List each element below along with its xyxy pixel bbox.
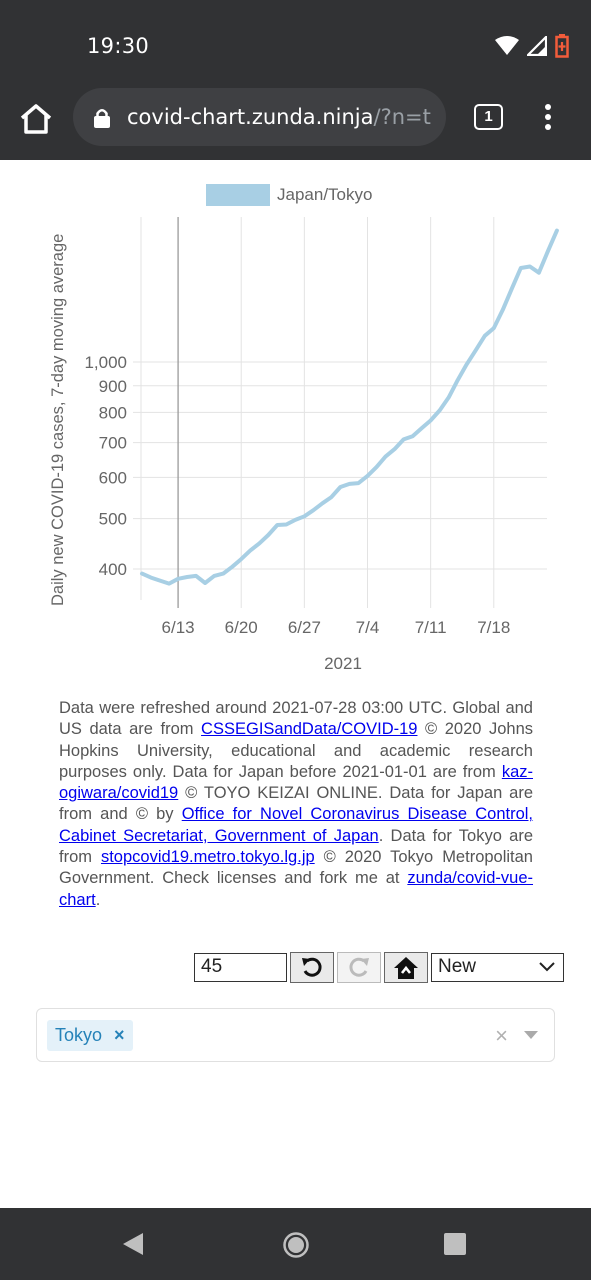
- series-japan-tokyo: [140, 228, 559, 586]
- cases-chart: 400 500 600 700 800 900 1,000 6/13 6/20 6/27 7/4 7/…: [49, 184, 559, 673]
- notes-text-6: .: [95, 890, 101, 909]
- x-tick-label: 7/18: [477, 618, 510, 637]
- x-tick-label: 6/27: [288, 618, 321, 637]
- link-covid-vue-chart[interactable]: zunda/covid-vue-chart: [59, 869, 533, 909]
- url-path: /?n=t: [373, 105, 431, 129]
- undo-button[interactable]: [290, 952, 334, 983]
- link-jhu-data[interactable]: CSSEGISandData/COVID-19: [201, 720, 418, 739]
- link-kaz-ogiwara[interactable]: kaz-ogiwara/covid19: [59, 762, 533, 803]
- redo-button[interactable]: [337, 952, 381, 983]
- x-tick-label: 6/20: [225, 618, 258, 637]
- y-tick-label: 400: [99, 560, 127, 579]
- chart-grid: [133, 217, 547, 608]
- url-bar[interactable]: covid-chart.zunda.ninja/?n=t: [73, 88, 446, 146]
- undo-icon: [302, 957, 322, 977]
- browser-toolbar: covid-chart.zunda.ninja/?n=t: [0, 86, 591, 160]
- notes-text-3: © TOYO KEIZAI ONLINE. Data for Japan are…: [59, 784, 533, 824]
- signal-icon: [527, 36, 547, 56]
- region-tag-label: Tokyo: [55, 1025, 103, 1045]
- legend-label[interactable]: Japan/Tokyo: [277, 185, 372, 204]
- link-cabinet-secretariat[interactable]: Office for Novel Coronavirus Disease Con…: [59, 805, 534, 845]
- x-axis-label: 2021: [324, 654, 362, 673]
- back-icon[interactable]: [121, 1232, 145, 1256]
- notes-text-4: . Data for Tokyo are from: [59, 826, 533, 867]
- home-icon[interactable]: [18, 101, 54, 137]
- region-tag-tokyo[interactable]: Tokyo ×: [47, 1020, 133, 1051]
- legend-swatch[interactable]: [206, 184, 270, 206]
- y-tick-label: 900: [99, 377, 127, 396]
- status-bar: 19:30: [0, 0, 591, 86]
- days-input[interactable]: 45: [194, 953, 287, 982]
- y-tick-label: 700: [99, 434, 127, 453]
- more-menu-icon[interactable]: [538, 102, 558, 132]
- status-time: 19:30: [87, 34, 150, 58]
- url-domain: covid-chart.zunda.ninja: [127, 105, 374, 129]
- battery-icon: [555, 34, 569, 58]
- tab-switcher-button[interactable]: 1: [474, 104, 503, 130]
- home-icon: [394, 956, 418, 979]
- system-nav-bar: [0, 1208, 591, 1280]
- remove-tag-icon[interactable]: ×: [114, 1025, 125, 1045]
- link-stopcovid19[interactable]: stopcovid19.metro.tokyo.lg.jp: [100, 848, 315, 867]
- url-text: covid-chart.zunda.ninja/?n=t: [127, 105, 431, 129]
- region-multiselect[interactable]: Tokyo × ×: [36, 1008, 555, 1062]
- wifi-icon: [495, 36, 519, 55]
- x-tick-label: 7/11: [415, 618, 447, 637]
- y-axis-label: Daily new COVID-19 cases, 7-day moving a…: [49, 234, 67, 606]
- notes-text-1: Data were refreshed around 2021-07-28 03…: [59, 699, 533, 739]
- x-tick-label: 7/4: [356, 618, 380, 637]
- y-tick-label: 1,000: [84, 353, 127, 372]
- y-tick-label: 500: [99, 510, 127, 529]
- mode-select-value: New: [438, 956, 477, 977]
- notes-text-2: © 2020 Johns Hopkins University, educati…: [59, 720, 533, 781]
- chart-ticks: 400 500 600 700 800 900 1,000 6/13 6/20 6/27 7/4 7/…: [84, 353, 510, 637]
- status-icons: [495, 34, 569, 58]
- y-tick-label: 600: [99, 468, 127, 487]
- clear-selection-icon[interactable]: ×: [495, 1023, 508, 1048]
- notes-text-5: © 2020 Tokyo Metropolitan Government. Ch…: [59, 848, 533, 888]
- mode-select[interactable]: New: [431, 953, 564, 982]
- data-sources-text: Data were refreshed around 2021-07-28 03…: [59, 698, 533, 911]
- lock-icon: [94, 109, 110, 128]
- dropdown-caret-icon[interactable]: [524, 1031, 538, 1039]
- home-nav-icon[interactable]: [282, 1231, 310, 1259]
- y-tick-label: 800: [99, 403, 127, 422]
- recents-icon[interactable]: [443, 1232, 467, 1256]
- chevron-down-icon: [539, 962, 555, 972]
- series-line[interactable]: [140, 228, 559, 586]
- reset-home-button[interactable]: [384, 952, 428, 983]
- x-tick-label: 6/13: [162, 618, 195, 637]
- redo-icon: [349, 957, 369, 977]
- chart-controls: 45 New: [194, 952, 564, 983]
